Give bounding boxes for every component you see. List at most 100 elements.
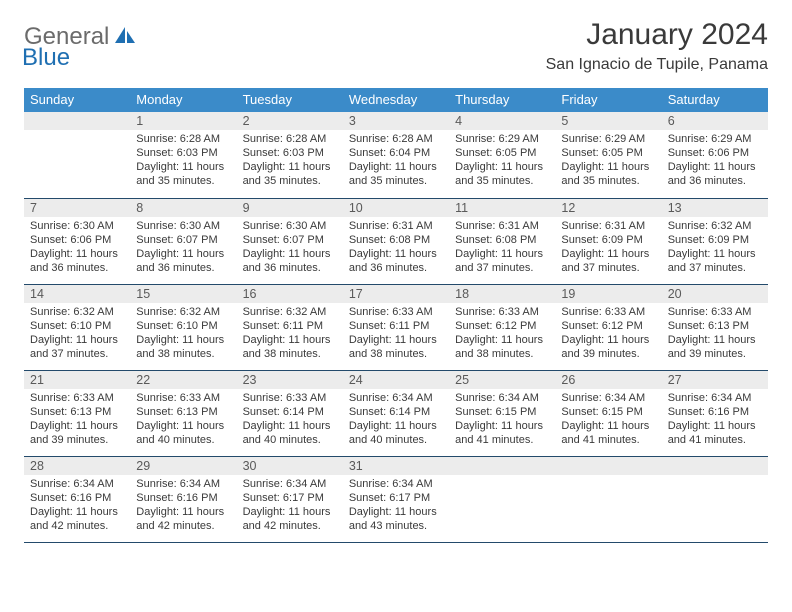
calendar-day-cell: 10Sunrise: 6:31 AMSunset: 6:08 PMDayligh…: [343, 198, 449, 284]
day-details: Sunrise: 6:33 AMSunset: 6:13 PMDaylight:…: [24, 389, 130, 451]
day-details: Sunrise: 6:31 AMSunset: 6:08 PMDaylight:…: [449, 217, 555, 279]
weekday-header: Tuesday: [237, 88, 343, 112]
month-title: January 2024: [546, 18, 768, 52]
calendar-day-cell: 22Sunrise: 6:33 AMSunset: 6:13 PMDayligh…: [130, 370, 236, 456]
sail-icon: [114, 26, 136, 49]
weekday-header: Saturday: [662, 88, 768, 112]
calendar-page: General January 2024 San Ignacio de Tupi…: [0, 0, 792, 612]
day-details: Sunrise: 6:34 AMSunset: 6:15 PMDaylight:…: [449, 389, 555, 451]
weekday-header: Wednesday: [343, 88, 449, 112]
day-number: 6: [662, 112, 768, 130]
calendar-day-cell: 23Sunrise: 6:33 AMSunset: 6:14 PMDayligh…: [237, 370, 343, 456]
day-number: 1: [130, 112, 236, 130]
calendar-day-cell: 26Sunrise: 6:34 AMSunset: 6:15 PMDayligh…: [555, 370, 661, 456]
day-number: 26: [555, 371, 661, 389]
calendar-day-cell: 3Sunrise: 6:28 AMSunset: 6:04 PMDaylight…: [343, 112, 449, 198]
day-details: Sunrise: 6:29 AMSunset: 6:05 PMDaylight:…: [555, 130, 661, 192]
day-number-empty: [449, 457, 555, 475]
day-number: 31: [343, 457, 449, 475]
day-number: 23: [237, 371, 343, 389]
day-number: 21: [24, 371, 130, 389]
day-number: 16: [237, 285, 343, 303]
day-details: Sunrise: 6:33 AMSunset: 6:13 PMDaylight:…: [130, 389, 236, 451]
day-details: Sunrise: 6:34 AMSunset: 6:17 PMDaylight:…: [343, 475, 449, 537]
calendar-week-row: 28Sunrise: 6:34 AMSunset: 6:16 PMDayligh…: [24, 456, 768, 542]
calendar-day-cell: 24Sunrise: 6:34 AMSunset: 6:14 PMDayligh…: [343, 370, 449, 456]
location-text: San Ignacio de Tupile, Panama: [546, 56, 768, 74]
day-details: Sunrise: 6:28 AMSunset: 6:03 PMDaylight:…: [130, 130, 236, 192]
day-details: Sunrise: 6:34 AMSunset: 6:16 PMDaylight:…: [130, 475, 236, 537]
calendar-day-cell: [24, 112, 130, 198]
logo-text-blue: Blue: [22, 44, 70, 71]
calendar-day-cell: 28Sunrise: 6:34 AMSunset: 6:16 PMDayligh…: [24, 456, 130, 542]
day-number: 2: [237, 112, 343, 130]
day-number: 30: [237, 457, 343, 475]
calendar-day-cell: 31Sunrise: 6:34 AMSunset: 6:17 PMDayligh…: [343, 456, 449, 542]
calendar-day-cell: 5Sunrise: 6:29 AMSunset: 6:05 PMDaylight…: [555, 112, 661, 198]
weekday-header-row: Sunday Monday Tuesday Wednesday Thursday…: [24, 88, 768, 112]
day-number-empty: [555, 457, 661, 475]
day-number-empty: [24, 112, 130, 130]
calendar-day-cell: 1Sunrise: 6:28 AMSunset: 6:03 PMDaylight…: [130, 112, 236, 198]
day-number: 27: [662, 371, 768, 389]
calendar-day-cell: 7Sunrise: 6:30 AMSunset: 6:06 PMDaylight…: [24, 198, 130, 284]
calendar-day-cell: [555, 456, 661, 542]
calendar-day-cell: 4Sunrise: 6:29 AMSunset: 6:05 PMDaylight…: [449, 112, 555, 198]
calendar-day-cell: 11Sunrise: 6:31 AMSunset: 6:08 PMDayligh…: [449, 198, 555, 284]
calendar-day-cell: 29Sunrise: 6:34 AMSunset: 6:16 PMDayligh…: [130, 456, 236, 542]
day-details: Sunrise: 6:28 AMSunset: 6:03 PMDaylight:…: [237, 130, 343, 192]
day-details: Sunrise: 6:34 AMSunset: 6:16 PMDaylight:…: [662, 389, 768, 451]
calendar-day-cell: 12Sunrise: 6:31 AMSunset: 6:09 PMDayligh…: [555, 198, 661, 284]
day-details: Sunrise: 6:34 AMSunset: 6:14 PMDaylight:…: [343, 389, 449, 451]
day-number: 12: [555, 199, 661, 217]
calendar-week-row: 7Sunrise: 6:30 AMSunset: 6:06 PMDaylight…: [24, 198, 768, 284]
day-number: 18: [449, 285, 555, 303]
day-details: Sunrise: 6:32 AMSunset: 6:10 PMDaylight:…: [24, 303, 130, 365]
day-number: 29: [130, 457, 236, 475]
calendar-day-cell: 8Sunrise: 6:30 AMSunset: 6:07 PMDaylight…: [130, 198, 236, 284]
day-details: Sunrise: 6:33 AMSunset: 6:13 PMDaylight:…: [662, 303, 768, 365]
day-details: Sunrise: 6:29 AMSunset: 6:06 PMDaylight:…: [662, 130, 768, 192]
day-details: Sunrise: 6:32 AMSunset: 6:11 PMDaylight:…: [237, 303, 343, 365]
day-details: Sunrise: 6:31 AMSunset: 6:08 PMDaylight:…: [343, 217, 449, 279]
day-number: 22: [130, 371, 236, 389]
calendar-day-cell: 6Sunrise: 6:29 AMSunset: 6:06 PMDaylight…: [662, 112, 768, 198]
calendar-day-cell: [662, 456, 768, 542]
calendar-table: Sunday Monday Tuesday Wednesday Thursday…: [24, 88, 768, 543]
calendar-day-cell: 17Sunrise: 6:33 AMSunset: 6:11 PMDayligh…: [343, 284, 449, 370]
calendar-day-cell: 21Sunrise: 6:33 AMSunset: 6:13 PMDayligh…: [24, 370, 130, 456]
day-number: 17: [343, 285, 449, 303]
day-details: Sunrise: 6:33 AMSunset: 6:11 PMDaylight:…: [343, 303, 449, 365]
day-number: 7: [24, 199, 130, 217]
calendar-day-cell: 19Sunrise: 6:33 AMSunset: 6:12 PMDayligh…: [555, 284, 661, 370]
day-number: 24: [343, 371, 449, 389]
day-number: 9: [237, 199, 343, 217]
day-details: Sunrise: 6:33 AMSunset: 6:12 PMDaylight:…: [555, 303, 661, 365]
calendar-day-cell: 13Sunrise: 6:32 AMSunset: 6:09 PMDayligh…: [662, 198, 768, 284]
day-details: Sunrise: 6:32 AMSunset: 6:10 PMDaylight:…: [130, 303, 236, 365]
day-number: 3: [343, 112, 449, 130]
day-details: Sunrise: 6:30 AMSunset: 6:06 PMDaylight:…: [24, 217, 130, 279]
calendar-day-cell: 27Sunrise: 6:34 AMSunset: 6:16 PMDayligh…: [662, 370, 768, 456]
calendar-day-cell: 18Sunrise: 6:33 AMSunset: 6:12 PMDayligh…: [449, 284, 555, 370]
day-number: 14: [24, 285, 130, 303]
day-number: 28: [24, 457, 130, 475]
calendar-day-cell: 20Sunrise: 6:33 AMSunset: 6:13 PMDayligh…: [662, 284, 768, 370]
title-block: January 2024 San Ignacio de Tupile, Pana…: [546, 18, 768, 74]
calendar-day-cell: 25Sunrise: 6:34 AMSunset: 6:15 PMDayligh…: [449, 370, 555, 456]
day-details: Sunrise: 6:34 AMSunset: 6:15 PMDaylight:…: [555, 389, 661, 451]
day-number: 11: [449, 199, 555, 217]
day-details: Sunrise: 6:30 AMSunset: 6:07 PMDaylight:…: [237, 217, 343, 279]
day-number: 10: [343, 199, 449, 217]
calendar-day-cell: 9Sunrise: 6:30 AMSunset: 6:07 PMDaylight…: [237, 198, 343, 284]
day-number: 13: [662, 199, 768, 217]
day-details: Sunrise: 6:33 AMSunset: 6:12 PMDaylight:…: [449, 303, 555, 365]
weekday-header: Thursday: [449, 88, 555, 112]
day-number: 4: [449, 112, 555, 130]
day-number: 25: [449, 371, 555, 389]
header: General January 2024 San Ignacio de Tupi…: [24, 18, 768, 74]
day-details: Sunrise: 6:34 AMSunset: 6:17 PMDaylight:…: [237, 475, 343, 537]
day-details: Sunrise: 6:30 AMSunset: 6:07 PMDaylight:…: [130, 217, 236, 279]
day-details: Sunrise: 6:28 AMSunset: 6:04 PMDaylight:…: [343, 130, 449, 192]
calendar-week-row: 21Sunrise: 6:33 AMSunset: 6:13 PMDayligh…: [24, 370, 768, 456]
